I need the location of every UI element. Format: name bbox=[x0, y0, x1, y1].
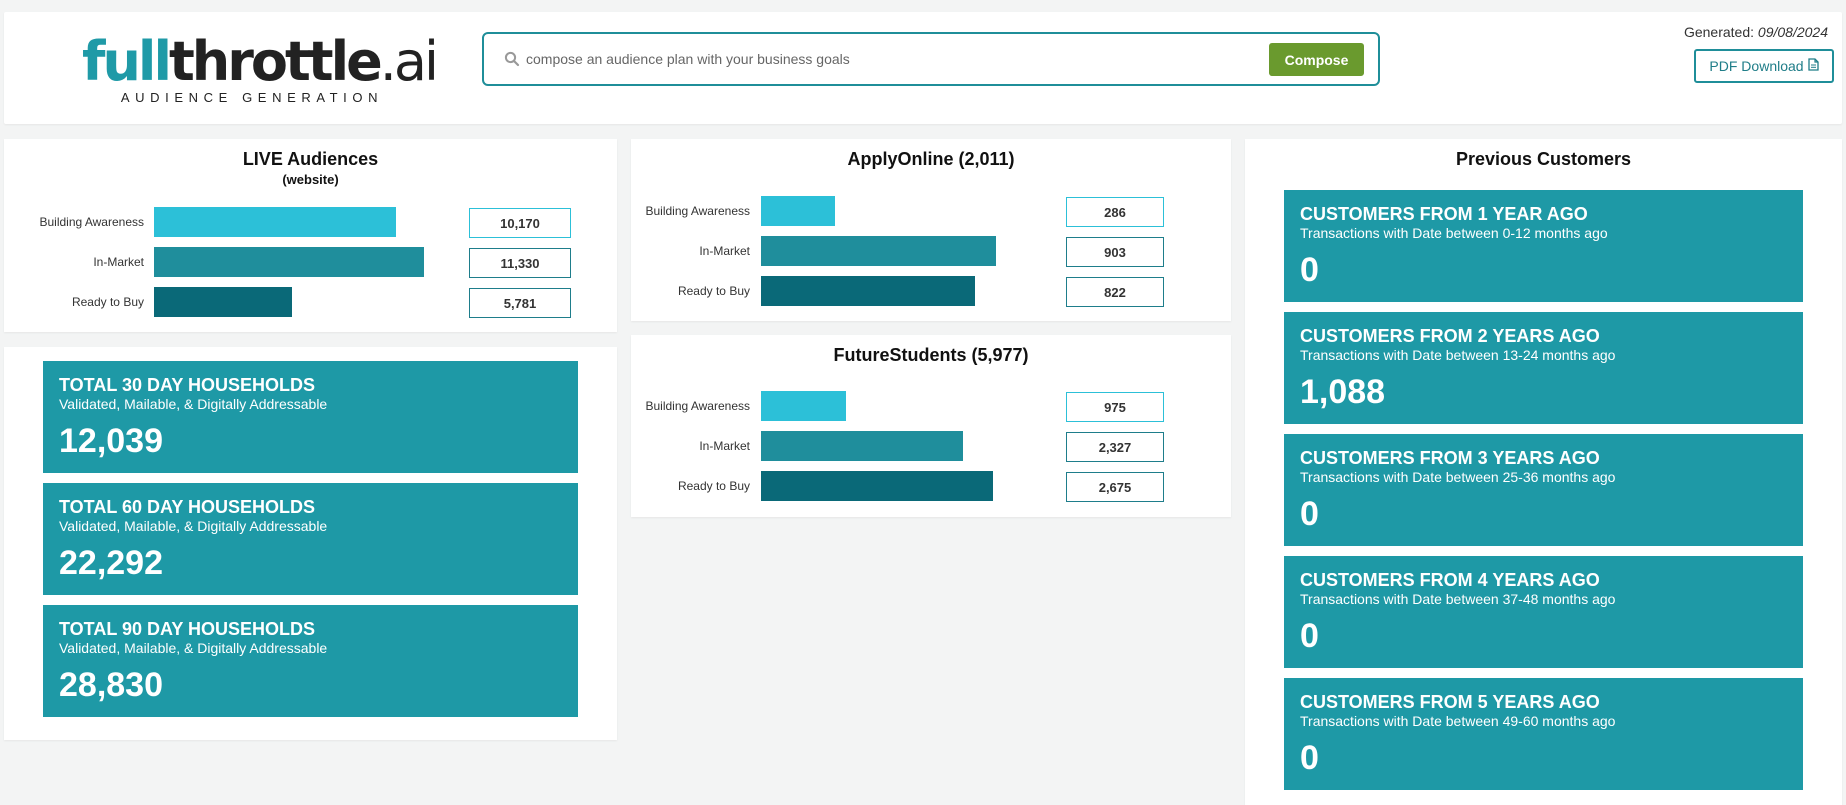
in-market-bar bbox=[761, 431, 963, 461]
in-market-value: 2,327 bbox=[1066, 432, 1164, 462]
fullthrottle-logo: fullthrottle.ai AUDIENCE GENERATION bbox=[82, 30, 439, 106]
customer-tile-subtitle: Transactions with Date between 13-24 mon… bbox=[1300, 347, 1616, 363]
in-market-value: 11,330 bbox=[469, 248, 571, 278]
generated-label: Generated: bbox=[1683, 24, 1755, 40]
compose-search-box: Compose bbox=[482, 32, 1380, 86]
logo-full: full bbox=[82, 30, 172, 93]
compose-input[interactable] bbox=[526, 46, 1226, 72]
customer-tile: CUSTOMERS FROM 3 YEARS AGO Transactions w… bbox=[1284, 434, 1803, 546]
household-tile: TOTAL 30 DAY HOUSEHOLDS Validated, Mailab… bbox=[43, 361, 578, 473]
building-awareness-value: 10,170 bbox=[469, 208, 571, 238]
customer-tile-title: CUSTOMERS FROM 3 YEARS AGO bbox=[1300, 448, 1600, 468]
customer-tile-value: 0 bbox=[1300, 739, 1319, 777]
live-audiences-panel: LIVE Audiences (website) Building Awaren… bbox=[4, 139, 617, 332]
customer-tile-subtitle: Transactions with Date between 37-48 mon… bbox=[1300, 591, 1616, 607]
logo-subtitle: AUDIENCE GENERATION bbox=[120, 90, 384, 105]
in-market-bar bbox=[154, 247, 424, 277]
ready-to-buy-label: Ready to Buy bbox=[677, 479, 750, 493]
building-awareness-row: Building Awareness 975 bbox=[631, 391, 1231, 422]
building-awareness-label: Building Awareness bbox=[39, 215, 144, 229]
search-icon bbox=[504, 51, 520, 67]
household-tile-subtitle: Validated, Mailable, & Digitally Address… bbox=[59, 396, 328, 412]
in-market-label: In-Market bbox=[93, 255, 144, 269]
generated-info: Generated: 09/08/2024 bbox=[1684, 24, 1828, 40]
customer-tile-title: CUSTOMERS FROM 4 YEARS AGO bbox=[1300, 570, 1600, 590]
household-tile-title: TOTAL 90 DAY HOUSEHOLDS bbox=[59, 619, 316, 639]
household-tile-subtitle: Validated, Mailable, & Digitally Address… bbox=[59, 640, 328, 656]
ready-to-buy-row: Ready to Buy 2,675 bbox=[631, 471, 1231, 502]
ready-to-buy-value: 822 bbox=[1066, 277, 1164, 307]
household-tile-value: 12,039 bbox=[59, 422, 163, 460]
ready-to-buy-row: Ready to Buy 822 bbox=[631, 276, 1231, 307]
header-bar: fullthrottle.ai AUDIENCE GENERATION Comp… bbox=[4, 12, 1842, 124]
customer-tile-title: CUSTOMERS FROM 2 YEARS AGO bbox=[1300, 326, 1600, 346]
ready-to-buy-bar bbox=[761, 276, 975, 306]
customer-tile: CUSTOMERS FROM 5 YEARS AGO Transactions w… bbox=[1284, 678, 1803, 790]
household-tile: TOTAL 60 DAY HOUSEHOLDS Validated, Mailab… bbox=[43, 483, 578, 595]
live-audiences-subtitle: (website) bbox=[282, 172, 339, 187]
previous-customers-title: Previous Customers bbox=[1455, 149, 1632, 169]
ready-to-buy-bar bbox=[761, 471, 993, 501]
building-awareness-value: 286 bbox=[1066, 197, 1164, 227]
ready-to-buy-label: Ready to Buy bbox=[677, 284, 750, 298]
customer-tile-value: 0 bbox=[1300, 617, 1319, 655]
future-students-chart: Building Awareness 975 In-Market 2,327 Ready… bbox=[631, 391, 1231, 502]
logo-wordmark: fullthrottle.ai bbox=[82, 30, 439, 93]
customer-tile-subtitle: Transactions with Date between 0-12 mont… bbox=[1300, 225, 1608, 241]
household-tile-subtitle: Validated, Mailable, & Digitally Address… bbox=[59, 518, 328, 534]
ready-to-buy-value: 5,781 bbox=[469, 288, 571, 318]
future-students-panel: FutureStudents (5,977) Building Awarenes… bbox=[631, 335, 1231, 517]
ready-to-buy-row: Ready to Buy 5,781 bbox=[4, 287, 617, 318]
logo-throttle: throttle bbox=[168, 30, 383, 93]
in-market-value: 903 bbox=[1066, 237, 1164, 267]
household-tile: TOTAL 90 DAY HOUSEHOLDS Validated, Mailab… bbox=[43, 605, 578, 717]
customer-tile: CUSTOMERS FROM 1 YEAR AGO Transactions wi… bbox=[1284, 190, 1803, 302]
customer-tile-value: 1,088 bbox=[1300, 373, 1386, 411]
household-tile-value: 28,830 bbox=[59, 666, 163, 704]
household-tile-title: TOTAL 60 DAY HOUSEHOLDS bbox=[59, 497, 316, 517]
customer-tile: CUSTOMERS FROM 2 YEARS AGO Transactions w… bbox=[1284, 312, 1803, 424]
in-market-row: In-Market 11,330 bbox=[4, 247, 617, 278]
building-awareness-bar bbox=[761, 391, 846, 421]
customer-tile-value: 0 bbox=[1300, 495, 1319, 533]
in-market-row: In-Market 903 bbox=[631, 236, 1231, 267]
previous-customers-panel: Previous Customers CUSTOMERS FROM 1 YEAR… bbox=[1245, 139, 1842, 805]
pdf-download-label: PDF Download bbox=[1709, 58, 1804, 74]
customer-tile-title: CUSTOMERS FROM 1 YEAR AGO bbox=[1300, 204, 1588, 224]
in-market-label: In-Market bbox=[699, 244, 750, 258]
household-tile-value: 22,292 bbox=[59, 544, 163, 582]
household-tile-title: TOTAL 30 DAY HOUSEHOLDS bbox=[59, 375, 316, 395]
live-audiences-title: LIVE Audiences bbox=[242, 149, 379, 169]
customer-tile-subtitle: Transactions with Date between 49-60 mon… bbox=[1300, 713, 1616, 729]
in-market-bar bbox=[761, 236, 996, 266]
apply-online-title: ApplyOnline (2,011) bbox=[847, 149, 1015, 169]
future-students-title: FutureStudents (5,977) bbox=[833, 345, 1029, 365]
ready-to-buy-bar bbox=[154, 287, 292, 317]
building-awareness-value: 975 bbox=[1066, 392, 1164, 422]
ready-to-buy-value: 2,675 bbox=[1066, 472, 1164, 502]
building-awareness-bar bbox=[154, 207, 396, 237]
building-awareness-row: Building Awareness 10,170 bbox=[4, 207, 617, 238]
customer-tile-title: CUSTOMERS FROM 5 YEARS AGO bbox=[1300, 692, 1600, 712]
live-audiences-chart: Building Awareness 10,170 In-Market 11,330 R… bbox=[4, 207, 617, 318]
pdf-download-button[interactable]: PDF Download bbox=[1694, 49, 1834, 83]
document-icon bbox=[1807, 58, 1819, 74]
in-market-label: In-Market bbox=[699, 439, 750, 453]
customer-tile-subtitle: Transactions with Date between 25-36 mon… bbox=[1300, 469, 1616, 485]
customer-tile-value: 0 bbox=[1300, 251, 1319, 289]
apply-online-panel: ApplyOnline (2,011) Building Awareness 28… bbox=[631, 139, 1231, 321]
in-market-row: In-Market 2,327 bbox=[631, 431, 1231, 462]
households-panel: TOTAL 30 DAY HOUSEHOLDS Validated, Mailab… bbox=[4, 347, 617, 740]
building-awareness-bar bbox=[761, 196, 835, 226]
generated-date: 09/08/2024 bbox=[1757, 24, 1828, 40]
building-awareness-label: Building Awareness bbox=[645, 399, 750, 413]
building-awareness-label: Building Awareness bbox=[645, 204, 750, 218]
apply-online-chart: Building Awareness 286 In-Market 903 Ready t… bbox=[631, 196, 1231, 307]
compose-button[interactable]: Compose bbox=[1269, 43, 1364, 76]
logo-ai: .ai bbox=[379, 30, 439, 93]
customer-tile: CUSTOMERS FROM 4 YEARS AGO Transactions w… bbox=[1284, 556, 1803, 668]
building-awareness-row: Building Awareness 286 bbox=[631, 196, 1231, 227]
ready-to-buy-label: Ready to Buy bbox=[71, 295, 144, 309]
